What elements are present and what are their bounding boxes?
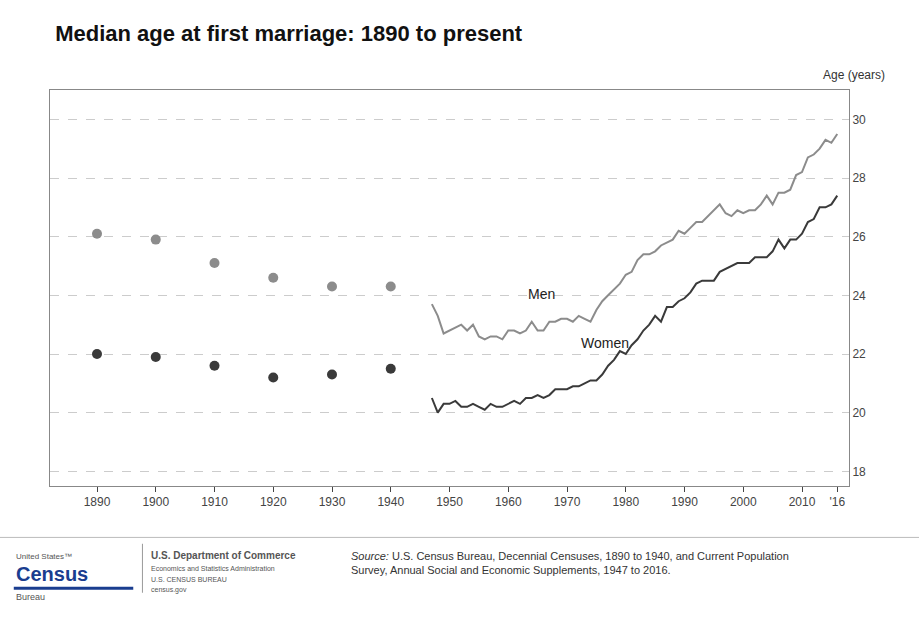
svg-text:1990: 1990 [671, 495, 698, 509]
svg-text:United States™: United States™ [16, 552, 72, 561]
svg-text:1940: 1940 [377, 495, 404, 509]
svg-text:1920: 1920 [260, 495, 287, 509]
svg-text:U.S. CENSUS BUREAU: U.S. CENSUS BUREAU [151, 576, 227, 583]
svg-text:2000: 2000 [730, 495, 757, 509]
svg-text:1960: 1960 [495, 495, 522, 509]
svg-text:26: 26 [852, 230, 866, 244]
svg-text:22: 22 [852, 347, 866, 361]
svg-text:28: 28 [852, 171, 866, 185]
svg-text:Economics and Statistics Admin: Economics and Statistics Administration [151, 565, 275, 572]
svg-text:30: 30 [852, 113, 866, 127]
svg-text:1970: 1970 [554, 495, 581, 509]
svg-text:24: 24 [852, 289, 866, 303]
svg-text:2010: 2010 [789, 495, 816, 509]
svg-text:'16: '16 [829, 495, 845, 509]
svg-text:1950: 1950 [436, 495, 463, 509]
svg-text:1890: 1890 [84, 495, 111, 509]
svg-text:census.gov: census.gov [151, 586, 187, 594]
svg-text:20: 20 [852, 406, 866, 420]
svg-text:18: 18 [852, 465, 866, 479]
svg-text:1930: 1930 [319, 495, 346, 509]
svg-text:1910: 1910 [201, 495, 228, 509]
svg-text:1980: 1980 [612, 495, 639, 509]
svg-text:Bureau: Bureau [16, 592, 45, 602]
svg-text:U.S. Department of Commerce: U.S. Department of Commerce [151, 550, 296, 561]
svg-text:1900: 1900 [142, 495, 169, 509]
svg-text:Women: Women [581, 335, 629, 351]
svg-text:Age (years): Age (years) [823, 68, 885, 82]
svg-text:Census: Census [16, 563, 88, 585]
svg-text:Median age at first marriage:: Median age at first marriage: 1890 to pr… [55, 21, 523, 46]
svg-text:Men: Men [528, 286, 555, 302]
svg-text:Source: U.S. Census Bureau, De: Source: U.S. Census Bureau, Decennial Ce… [351, 550, 789, 576]
